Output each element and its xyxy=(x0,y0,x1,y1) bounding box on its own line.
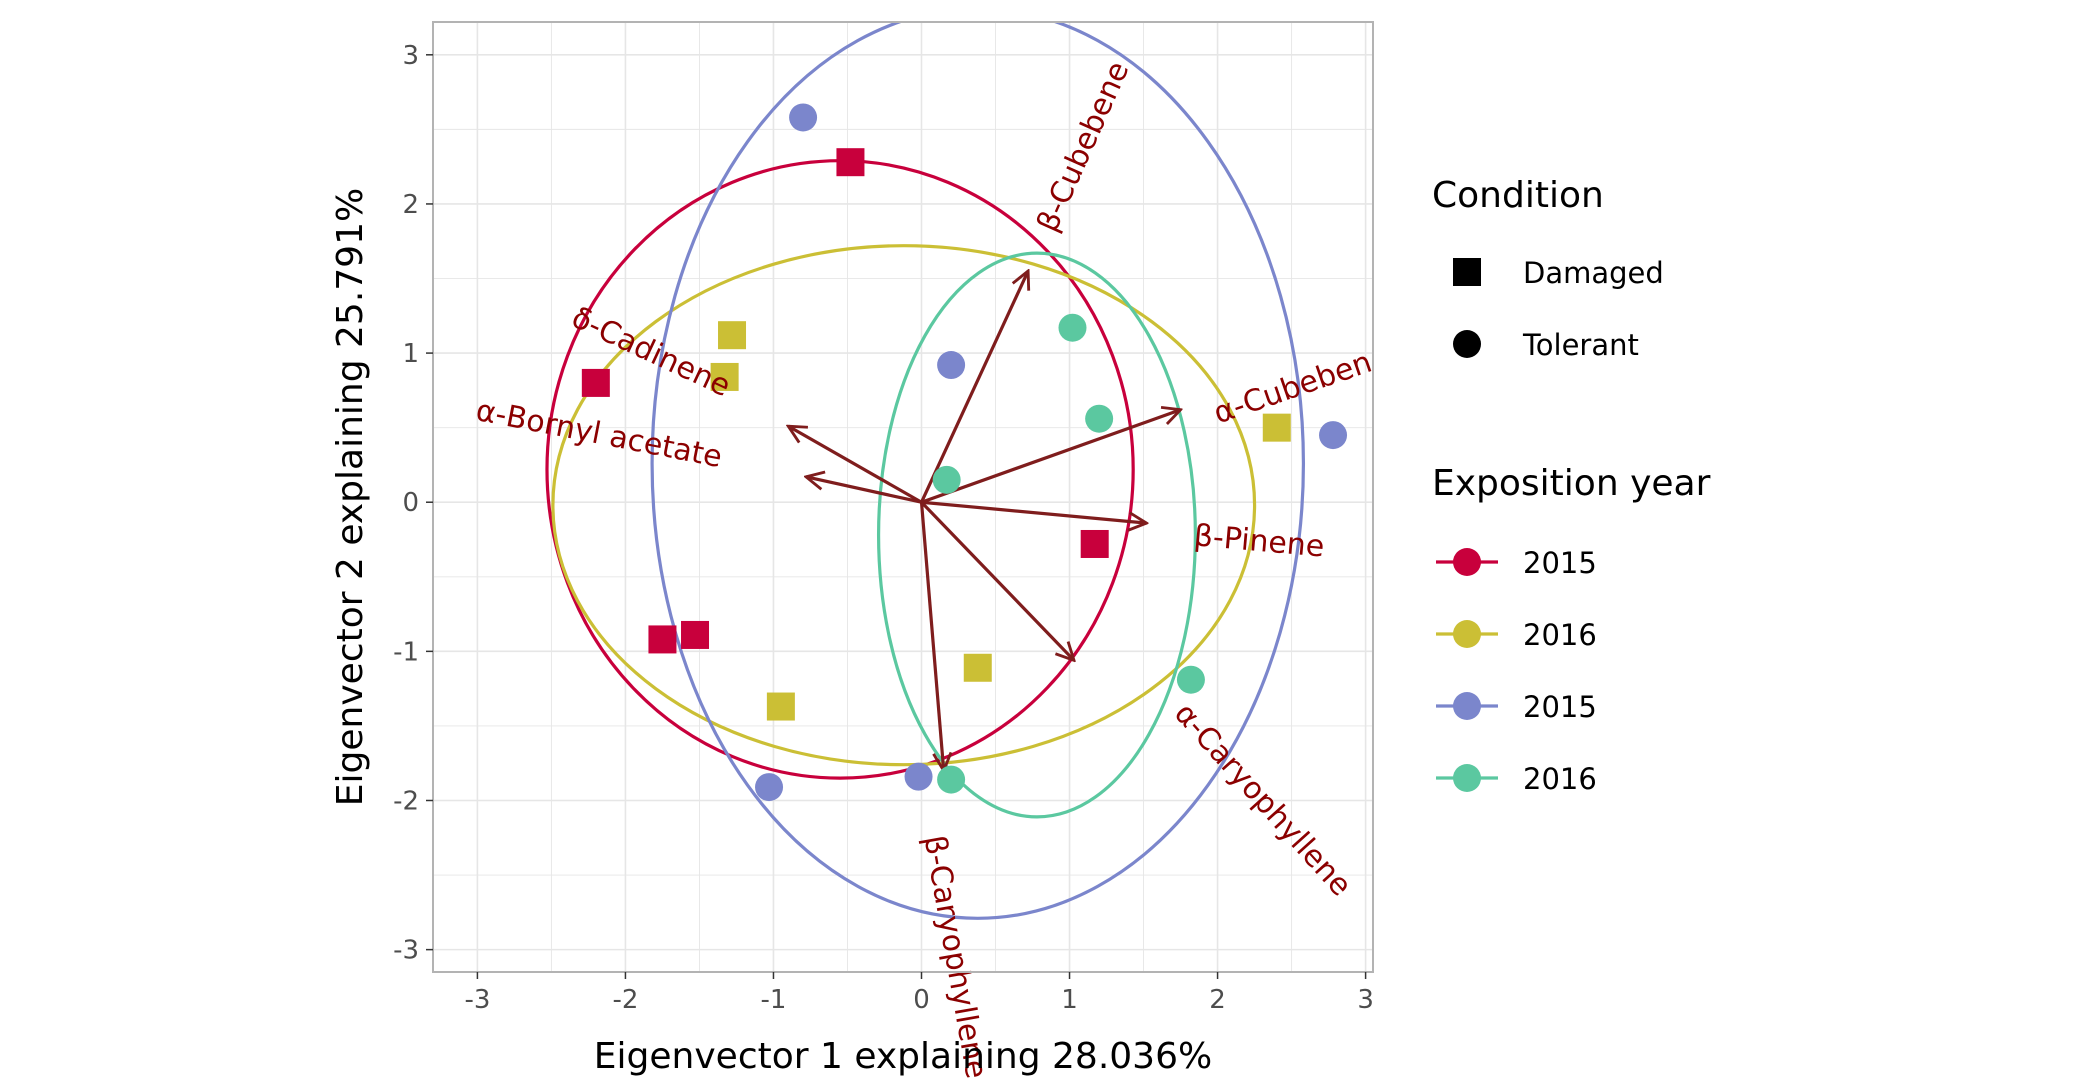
legend-key-circle xyxy=(1453,330,1481,358)
point-2015_tolerant xyxy=(904,762,933,791)
loading-arrow xyxy=(919,502,944,770)
legend-label-condition: Damaged xyxy=(1523,256,1664,290)
point-2016_damaged xyxy=(963,653,992,682)
loading-arrow xyxy=(921,500,1147,523)
x-axis-title: Eigenvector 1 explaining 28.036% xyxy=(594,1036,1212,1077)
arrow-label: α-Bornyl acetate xyxy=(473,393,725,475)
y-tick-label: 1 xyxy=(402,339,419,369)
loading-arrow xyxy=(806,477,922,504)
legend-title-exposition-year: Exposition year xyxy=(1432,463,1711,504)
point-2015_tolerant xyxy=(755,773,784,802)
x-tick-label: -3 xyxy=(464,985,490,1015)
axis-ticks: -3 -2 -1 0 1 2 3 -3 -2 -1 0 1 2 3 xyxy=(393,41,1374,1015)
point-2015_damaged xyxy=(648,625,677,654)
point-2015_tolerant xyxy=(789,103,818,132)
y-tick-label: -1 xyxy=(393,637,419,667)
legend-label-condition: Tolerant xyxy=(1522,328,1639,362)
legend-key-square xyxy=(1453,258,1481,286)
point-2015_tolerant xyxy=(937,351,966,380)
legend-title-condition: Condition xyxy=(1432,175,1604,216)
x-tick-label: 0 xyxy=(913,985,930,1015)
point-2015_tolerant xyxy=(1319,421,1348,450)
grid-lines xyxy=(433,22,1373,972)
x-tick-label: 1 xyxy=(1061,985,1078,1015)
x-tick-label: 3 xyxy=(1357,985,1374,1015)
loading-arrow xyxy=(788,426,923,504)
y-tick-label: 2 xyxy=(402,190,419,220)
y-axis-title: Eigenvector 2 explaining 25.791% xyxy=(330,188,371,806)
point-2016_tolerant xyxy=(1176,665,1205,694)
loading-arrow xyxy=(920,271,1029,503)
point-2016_tolerant xyxy=(937,765,966,794)
x-tick-label: -2 xyxy=(612,985,638,1015)
ellipse-2016_tolerant xyxy=(876,251,1197,819)
point-2016_tolerant xyxy=(1058,313,1087,342)
legend-key-point xyxy=(1453,620,1481,648)
y-tick-label: 3 xyxy=(402,41,419,71)
y-tick-label: -3 xyxy=(393,936,419,966)
panel-border xyxy=(432,21,1374,973)
loading-arrow xyxy=(920,501,1074,660)
legend-label-year: 2015 xyxy=(1523,690,1597,724)
point-2016_tolerant xyxy=(1085,404,1114,433)
y-tick-label: -2 xyxy=(393,786,419,816)
point-2015_damaged xyxy=(836,148,865,177)
point-2015_damaged xyxy=(581,368,610,397)
arrow-labels: β-Cubebeneα-Cubebeneβ-Pineneα-Caryophyll… xyxy=(473,56,1394,1081)
legend-label-year: 2016 xyxy=(1523,618,1597,652)
ellipse-2015_tolerant xyxy=(650,22,1305,920)
legend-key-point xyxy=(1453,548,1481,576)
point-2016_damaged xyxy=(718,321,747,350)
point-2015_damaged xyxy=(1080,529,1109,558)
legend-label-year: 2015 xyxy=(1523,546,1597,580)
point-2016_damaged xyxy=(766,692,795,721)
loading-arrows xyxy=(788,271,1180,771)
data-points xyxy=(581,103,1348,802)
point-2015_damaged xyxy=(681,620,710,649)
x-tick-label: 2 xyxy=(1209,985,1226,1015)
arrow-label: β-Cubebene xyxy=(1030,56,1136,237)
loading-arrow xyxy=(920,410,1181,504)
legend: Condition Damaged Tolerant Exposition year 2… xyxy=(1432,175,1711,796)
legend-key-point xyxy=(1453,692,1481,720)
ellipse-2016_damaged xyxy=(551,244,1257,767)
arrow-label: β-Pinene xyxy=(1192,518,1325,564)
legend-label-year: 2016 xyxy=(1523,762,1597,796)
x-tick-label: -1 xyxy=(761,985,787,1015)
legend-key-point xyxy=(1453,764,1481,792)
point-2016_damaged xyxy=(1262,413,1291,442)
y-tick-label: 0 xyxy=(402,488,419,518)
point-2016_damaged xyxy=(710,362,739,391)
point-2016_tolerant xyxy=(932,465,961,494)
